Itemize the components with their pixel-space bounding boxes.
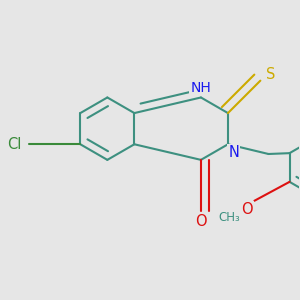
Text: NH: NH xyxy=(190,80,211,94)
Text: O: O xyxy=(242,202,253,217)
Text: CH₃: CH₃ xyxy=(218,211,240,224)
Text: S: S xyxy=(266,68,275,82)
Text: Cl: Cl xyxy=(8,137,22,152)
Text: N: N xyxy=(228,145,239,160)
Text: O: O xyxy=(195,214,207,229)
